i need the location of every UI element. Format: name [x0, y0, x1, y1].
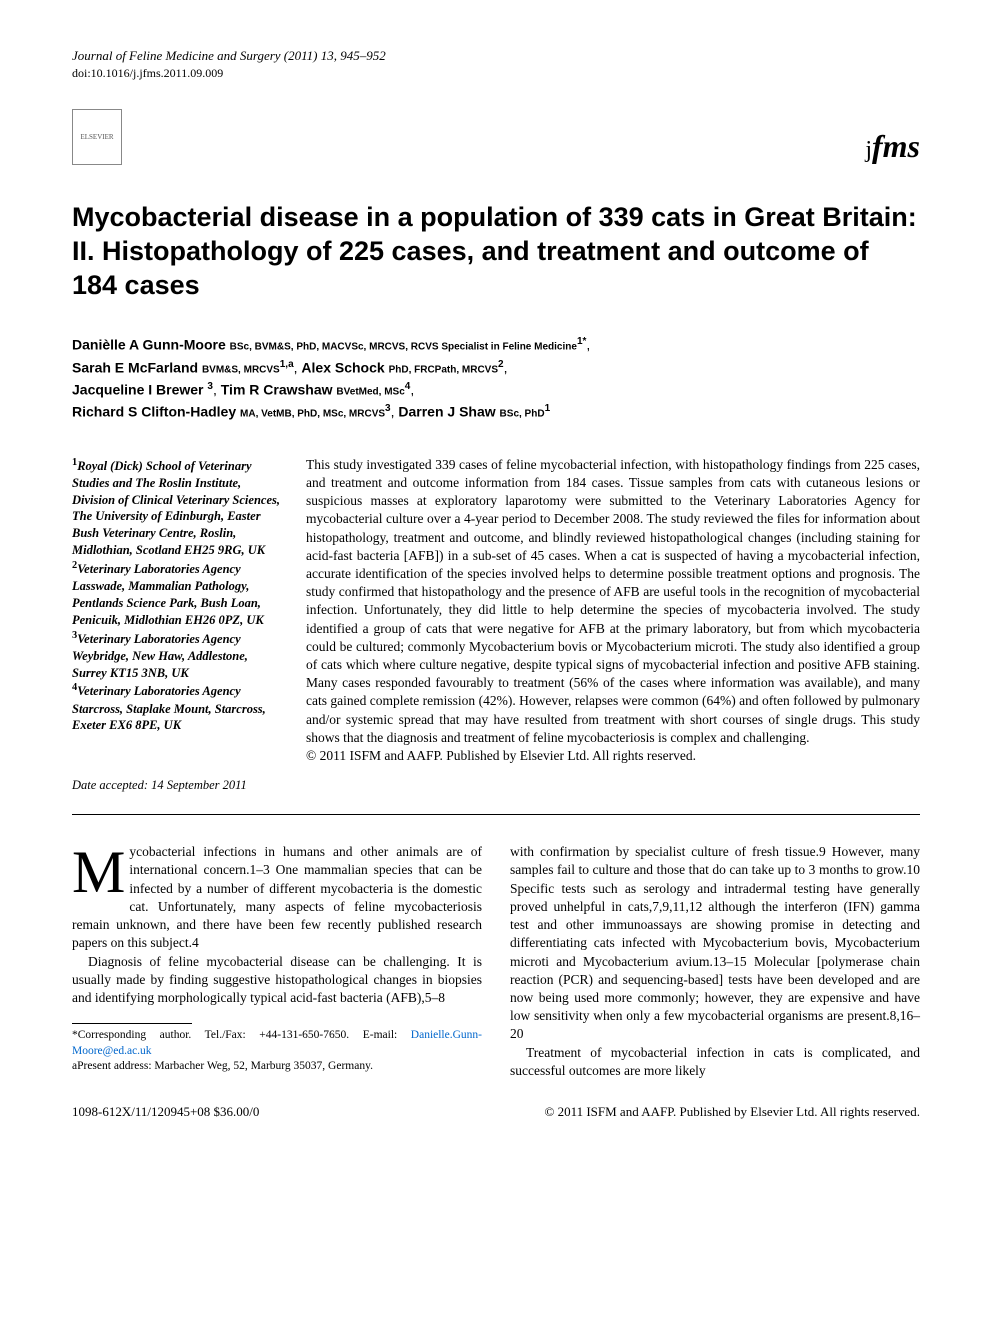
affiliations-column: 1Royal (Dick) School of Veterinary Studi… — [72, 456, 282, 766]
elsevier-logo: ELSEVIER — [72, 109, 122, 165]
footnote-rule — [72, 1023, 192, 1024]
abstract-column: This study investigated 339 cases of fel… — [306, 456, 920, 766]
body-left-column: Mycobacterial infections in humans and o… — [72, 843, 482, 1080]
jfms-logo: jfms — [865, 128, 920, 165]
affiliation: 2Veterinary Laboratories Agency Lasswade… — [72, 559, 282, 629]
abstract-copyright: © 2011 ISFM and AAFP. Published by Elsev… — [306, 748, 696, 763]
affiliation: 1Royal (Dick) School of Veterinary Studi… — [72, 456, 282, 559]
footer-left: 1098-612X/11/120945+08 $36.00/0 — [72, 1104, 259, 1120]
article-title: Mycobacterial disease in a population of… — [72, 201, 920, 302]
body-right-column: with confirmation by specialist culture … — [510, 843, 920, 1080]
affiliation: 4Veterinary Laboratories Agency Starcros… — [72, 681, 282, 734]
authors-block: Danièlle A Gunn-Moore BSc, BVM&S, PhD, M… — [72, 334, 920, 423]
elsevier-label: ELSEVIER — [80, 133, 113, 141]
doi: doi:10.1016/j.jfms.2011.09.009 — [72, 66, 920, 81]
body-columns: Mycobacterial infections in humans and o… — [72, 843, 920, 1080]
affil-abstract-row: 1Royal (Dick) School of Veterinary Studi… — [72, 456, 920, 766]
footer-row: 1098-612X/11/120945+08 $36.00/0 © 2011 I… — [72, 1104, 920, 1120]
date-accepted: Date accepted: 14 September 2011 — [72, 777, 282, 794]
logos-row: ELSEVIER jfms — [72, 109, 920, 165]
body-paragraph: Mycobacterial infections in humans and o… — [72, 843, 482, 952]
affiliation: 3Veterinary Laboratories Agency Weybridg… — [72, 629, 282, 682]
present-address: aPresent address: Marbacher Weg, 52, Mar… — [72, 1059, 482, 1075]
body-paragraph: with confirmation by specialist culture … — [510, 843, 920, 1043]
section-divider — [72, 814, 920, 815]
footnotes: *Corresponding author. Tel./Fax: +44-131… — [72, 1028, 482, 1075]
body-paragraph: Treatment of mycobacterial infection in … — [510, 1044, 920, 1080]
dropcap: M — [72, 843, 129, 898]
abstract-text: This study investigated 339 cases of fel… — [306, 457, 920, 745]
footer-right: © 2011 ISFM and AAFP. Published by Elsev… — [544, 1104, 920, 1120]
corresponding-author: *Corresponding author. Tel./Fax: +44-131… — [72, 1028, 482, 1059]
date-row: Date accepted: 14 September 2011 — [72, 777, 920, 794]
journal-header: Journal of Feline Medicine and Surgery (… — [72, 48, 920, 64]
body-paragraph: Diagnosis of feline mycobacterial diseas… — [72, 953, 482, 1008]
